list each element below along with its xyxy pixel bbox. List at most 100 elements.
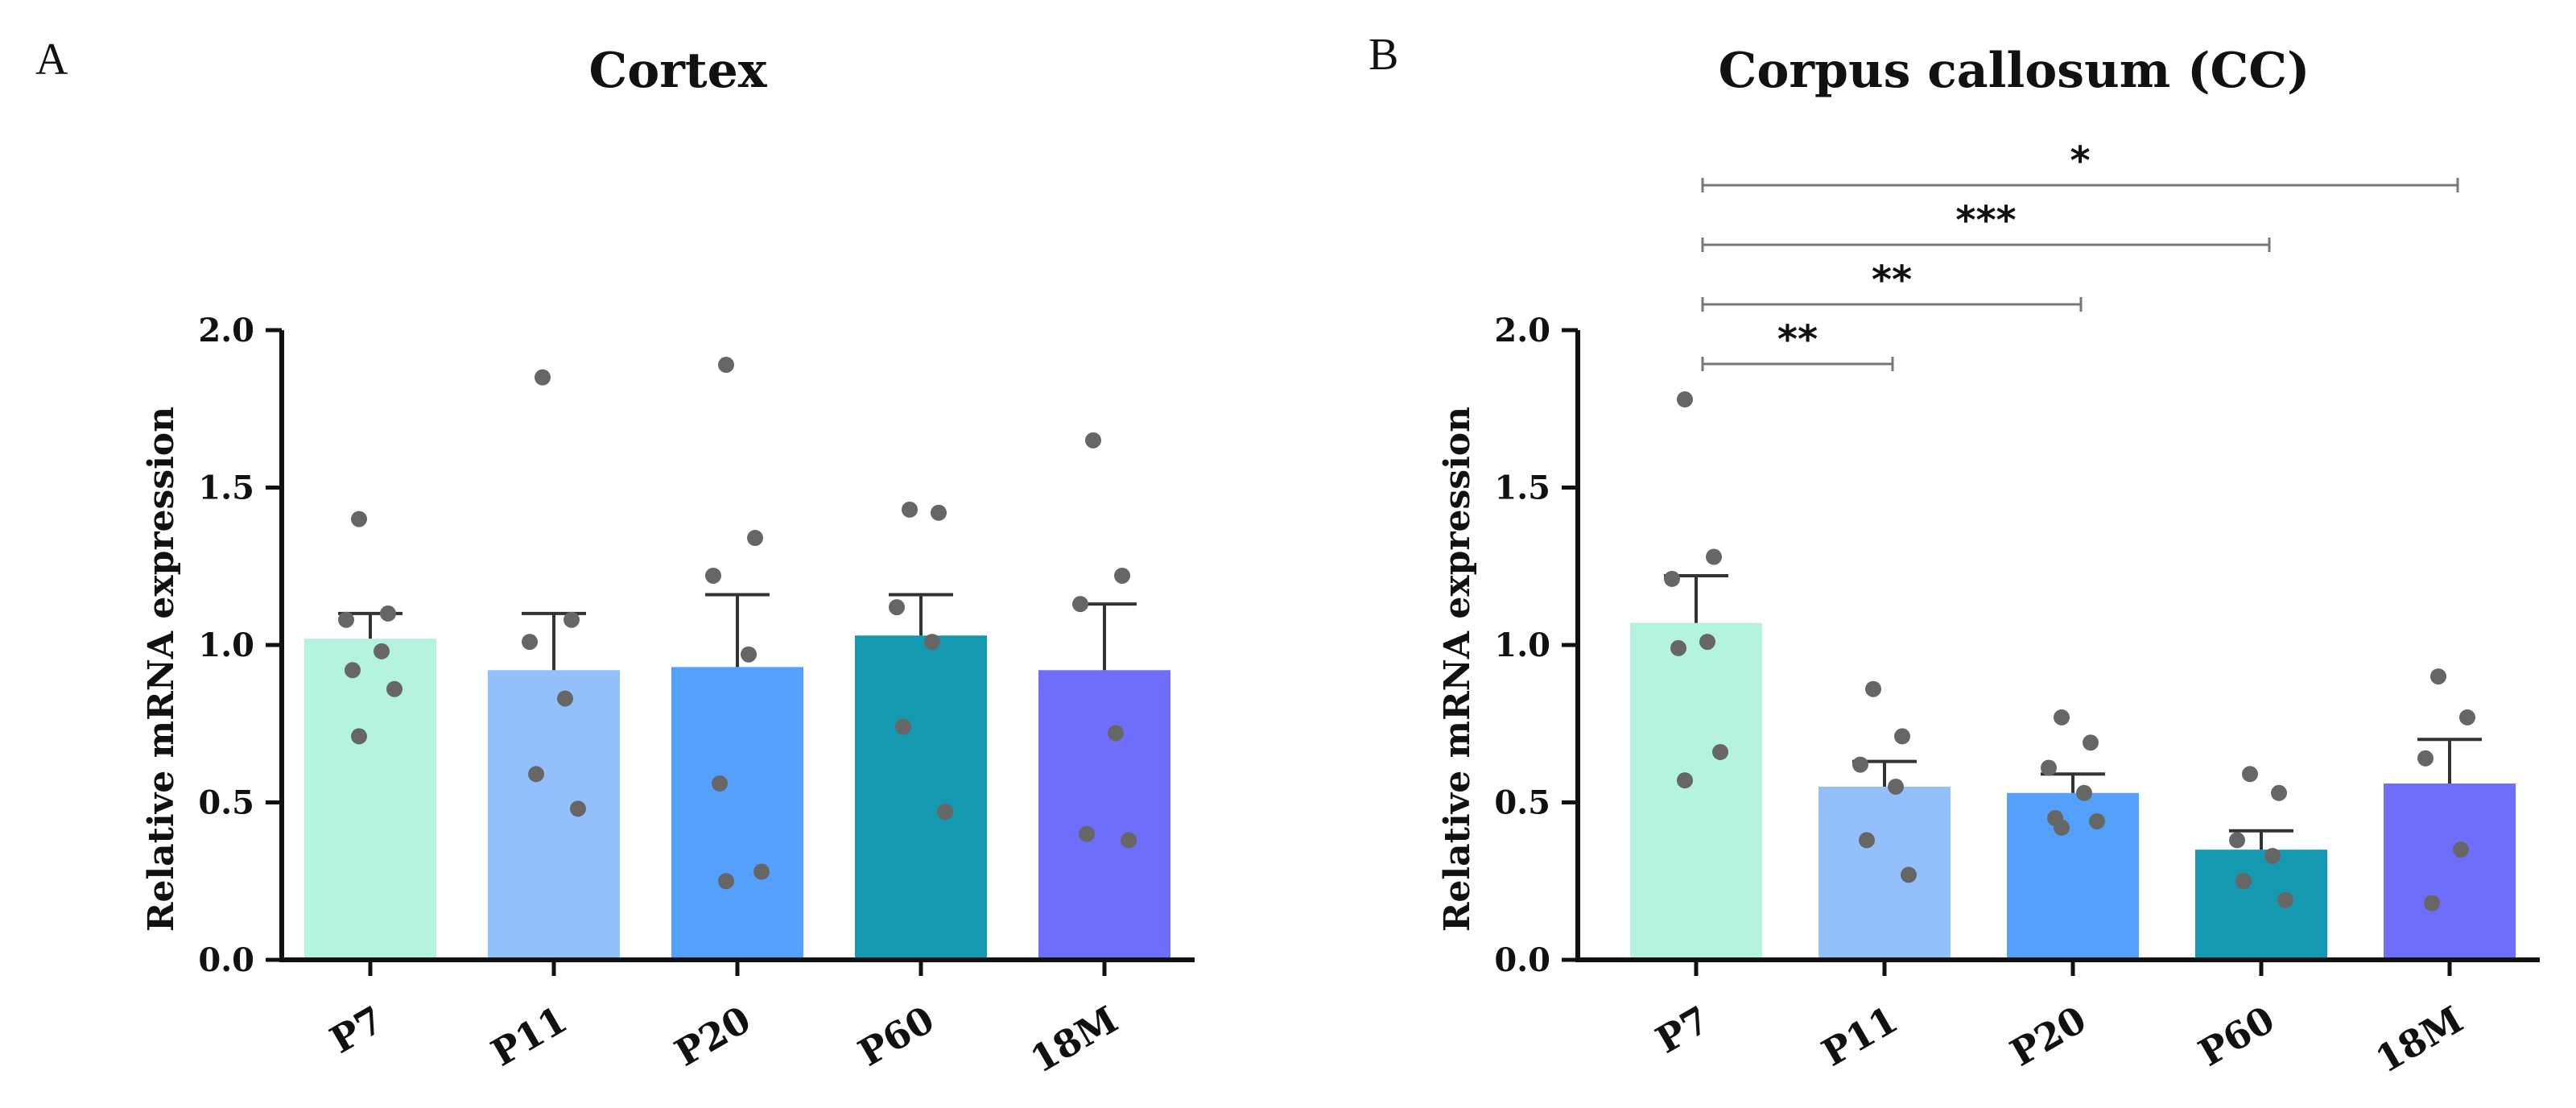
panel-a-point-p7 (351, 511, 367, 527)
panel-b-point-18m (2424, 895, 2440, 912)
panel-a-x-tick-label-18m: 18M (1023, 998, 1125, 1081)
panel-b-point-p60 (2264, 847, 2281, 864)
panel-a-point-p20 (712, 775, 728, 792)
panel-a-point-p60 (902, 501, 918, 518)
panel-a-point-p7 (338, 611, 354, 628)
panel-letter-a: A (35, 35, 68, 85)
panel-b-point-p11 (1859, 832, 1875, 849)
panel-b-point-p20 (2089, 812, 2105, 829)
panel-b-bar-p7 (1630, 622, 1762, 960)
panel-b-point-18m (2417, 750, 2434, 767)
panel-a-y-tick-label: 0.5 (198, 784, 254, 822)
panel-a-bar-p11 (488, 670, 620, 960)
panel-b-point-p11 (1894, 728, 1910, 745)
panel-b-point-p20 (2076, 784, 2092, 801)
panel-a-point-18m (1108, 725, 1124, 742)
panel-a-point-p20 (718, 873, 734, 890)
panel-a-point-p11 (564, 611, 580, 628)
panel-a-x-tick-label-p60: P60 (851, 998, 941, 1075)
panel-a-point-18m (1072, 596, 1088, 613)
panel-b-significance-label: *** (1955, 198, 2016, 243)
panel-b-bar-p11 (1818, 786, 1951, 960)
panel-b-point-p60 (2271, 784, 2287, 801)
panel-b-point-p20 (2041, 759, 2057, 776)
panel-a-point-18m (1121, 832, 1137, 849)
panel-a-point-p11 (528, 766, 544, 783)
panel-letter-b: B (1368, 30, 1398, 80)
panel-a-point-p60 (931, 504, 947, 521)
panel-b-point-p7 (1670, 639, 1686, 656)
panel-b-point-p7 (1699, 634, 1715, 651)
panel-a-point-p60 (889, 599, 905, 616)
chart-corpus-callosum: Corpus callosum (CC) Relative mRNA expres… (1437, 43, 2540, 1081)
panel-b-point-p7 (1677, 391, 1693, 408)
panel-b-y-axis-label: Relative mRNA expression (1437, 407, 1478, 932)
panel-a-point-p11 (535, 369, 551, 386)
panel-b-point-p11 (1852, 756, 1868, 773)
panel-b-bar-18m (2384, 783, 2516, 960)
panel-b-significance-label: ** (1777, 317, 1818, 362)
panel-b-point-p7 (1664, 570, 1680, 587)
panel-b-point-p60 (2277, 891, 2293, 908)
panel-b-point-p60 (2229, 832, 2245, 849)
panel-a-point-p7 (374, 643, 390, 659)
panel-b-point-p11 (1865, 680, 1881, 697)
panel-a-point-p60 (937, 804, 953, 821)
panel-a-point-p11 (522, 634, 538, 651)
panel-b-x-tick-label-p20: P20 (2003, 998, 2093, 1075)
panel-a-point-p20 (718, 357, 734, 374)
panel-b-point-p7 (1677, 772, 1693, 789)
panel-a-point-p7 (351, 728, 367, 745)
chart-cortex: Cortex Relative mRNA expression 0.0 0.5 1.0 1… (141, 43, 1195, 1081)
panel-b-point-p7 (1712, 743, 1728, 760)
panel-b-y-tick-label: 0.5 (1494, 784, 1550, 822)
panel-a-x-tick-label-p7: P7 (323, 998, 391, 1062)
panel-b-point-18m (2459, 709, 2475, 726)
panel-b-significance-label: * (2070, 138, 2090, 184)
panel-a-point-p11 (570, 800, 586, 817)
panel-b-significance-label: ** (1872, 258, 1912, 303)
panel-a-y-tick-label: 1.0 (198, 626, 254, 664)
panel-a-point-p7 (345, 662, 361, 679)
panel-a-point-18m (1079, 825, 1095, 842)
panel-a-point-18m (1114, 567, 1130, 584)
panel-a-x-tick-label-p20: P20 (667, 998, 758, 1075)
panel-a-y-tick-label: 1.5 (198, 469, 254, 507)
panel-a-point-p7 (380, 605, 396, 622)
panel-a-point-p20 (747, 530, 763, 547)
panel-b-bar-p20 (2007, 792, 2139, 960)
panel-b-y-tick-label: 1.0 (1494, 626, 1550, 664)
panel-b-y-tick-label: 1.5 (1494, 469, 1550, 507)
panel-a-point-p20 (753, 863, 770, 880)
panel-a-point-18m (1085, 432, 1101, 449)
panel-b-x-tick-label-p7: P7 (1649, 998, 1717, 1062)
panel-a-bar-18m (1038, 670, 1170, 960)
panel-b-point-18m (2430, 668, 2446, 685)
panel-b-x-tick-label-p60: P60 (2191, 998, 2281, 1075)
panel-a-point-p11 (557, 690, 573, 707)
panel-a-y-axis-label: Relative mRNA expression (141, 407, 182, 932)
panel-b-bar-p60 (2195, 850, 2327, 960)
panel-b-x-tick-label-p11: P11 (1814, 998, 1905, 1075)
panel-a-point-p60 (895, 718, 911, 735)
panel-a-bar-p20 (671, 667, 803, 960)
panel-b-point-p20 (2083, 734, 2099, 751)
panel-b-point-p7 (1706, 548, 1722, 565)
panel-a-point-p7 (386, 680, 402, 697)
panel-a-point-p20 (705, 567, 721, 584)
panel-b-point-p60 (2242, 766, 2258, 783)
panel-a-title: Cortex (588, 43, 767, 99)
panel-a-y-tick-label: 2.0 (198, 312, 254, 349)
panel-a-point-p60 (924, 634, 940, 651)
panel-b-x-tick-label-18m: 18M (2368, 998, 2471, 1081)
panel-b-point-p11 (1901, 866, 1917, 883)
panel-b-point-p20 (2054, 819, 2070, 836)
panel-b-y-tick-label: 2.0 (1494, 312, 1550, 349)
panel-b-point-p20 (2054, 709, 2070, 726)
panel-b-point-18m (2453, 841, 2469, 858)
panel-a-bar-p7 (304, 639, 436, 960)
panel-b-point-p11 (1888, 778, 1904, 795)
panel-b-point-p60 (2235, 873, 2252, 890)
panel-a-point-p20 (741, 646, 757, 663)
